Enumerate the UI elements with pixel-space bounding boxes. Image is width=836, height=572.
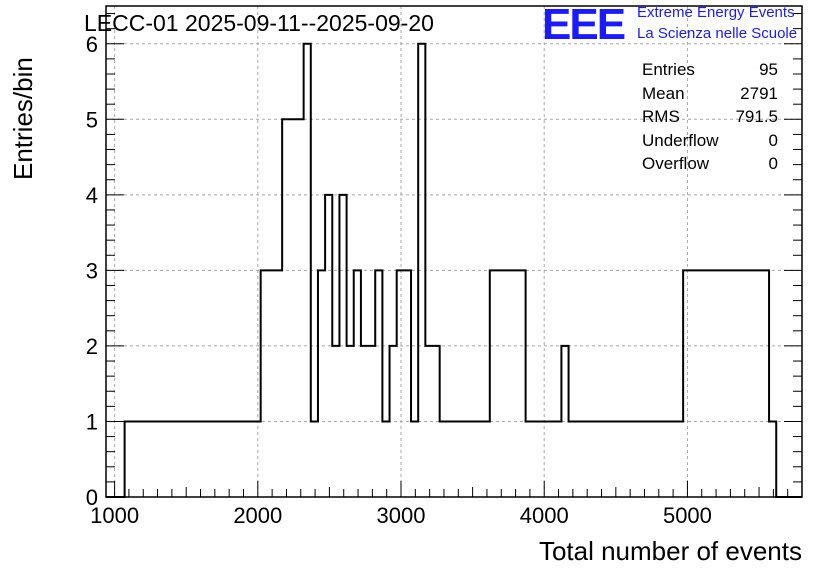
y-tick-label: 3 xyxy=(86,258,98,283)
histogram-bin xyxy=(683,270,690,497)
y-tick-label: 6 xyxy=(86,32,98,57)
x-tick-label: 3000 xyxy=(377,503,426,528)
histogram-bin xyxy=(354,270,361,497)
stats-box: Entries 95 Mean 2791 RMS 791.5 Underflow… xyxy=(642,60,778,178)
plot-frame xyxy=(105,5,803,498)
histogram-bin xyxy=(526,421,533,497)
histogram-bin xyxy=(311,421,318,497)
y-tick-label: 1 xyxy=(86,409,98,434)
x-tick-label: 2000 xyxy=(233,503,282,528)
histogram-bin xyxy=(540,421,547,497)
x-axis-label: Total number of events xyxy=(538,536,802,566)
histogram-bin xyxy=(296,119,303,497)
histogram-bin xyxy=(382,421,389,497)
stat-label: Mean xyxy=(642,83,685,103)
logo-line-2: La Scienza nelle Scuole xyxy=(637,25,798,42)
histogram-bin xyxy=(203,421,210,497)
histogram-bin xyxy=(769,421,776,497)
stat-value: 0 xyxy=(768,154,778,173)
stat-value: 791.5 xyxy=(735,107,778,126)
stat-row-overflow: Overflow 0 xyxy=(642,154,778,178)
y-tick-label: 4 xyxy=(86,183,98,208)
histogram-bin xyxy=(146,421,153,497)
x-tick-label: 4000 xyxy=(520,503,569,528)
stat-label: Overflow xyxy=(642,154,710,173)
stat-row-rms: RMS 791.5 xyxy=(642,107,778,131)
y-tick-label: 0 xyxy=(86,485,98,510)
y-tick-label: 5 xyxy=(86,107,98,132)
histogram-bin xyxy=(440,421,447,497)
histogram-bin xyxy=(225,421,232,497)
histogram-bin xyxy=(397,270,404,497)
histogram-bin xyxy=(490,270,497,497)
histogram-bin xyxy=(404,270,411,497)
histogram-bin xyxy=(125,421,132,497)
stat-label: Entries xyxy=(642,60,695,79)
histogram-bin xyxy=(318,270,325,497)
stat-row-mean: Mean 2791 xyxy=(642,84,778,108)
stat-row-underflow: Underflow 0 xyxy=(642,131,778,155)
histogram-bin xyxy=(375,270,382,497)
stat-value: 2791 xyxy=(740,83,778,103)
histogram-bin xyxy=(261,270,268,497)
histogram-bin xyxy=(475,421,482,497)
histogram-bin xyxy=(211,421,218,497)
histogram-bin xyxy=(282,119,289,497)
histogram-bin xyxy=(569,421,576,497)
chart-title: LECC-01 2025-09-11--2025-09-20 xyxy=(84,10,434,36)
y-tick-label: 2 xyxy=(86,334,98,359)
histogram-bin xyxy=(289,119,296,497)
stat-label: Underflow xyxy=(642,130,719,150)
stat-label: RMS xyxy=(642,107,680,126)
stat-row-entries: Entries 95 xyxy=(642,60,778,84)
eee-logo: EEE xyxy=(542,0,626,49)
logo-line-1: Extreme Energy Events xyxy=(637,4,795,21)
stat-value: 0 xyxy=(768,130,778,150)
x-tick-label: 5000 xyxy=(663,503,712,528)
histogram-bin xyxy=(533,421,540,497)
histogram-bin xyxy=(268,270,275,497)
x-tick-label: 1000 xyxy=(90,503,139,528)
histogram-bin xyxy=(612,421,619,497)
histogram-bin xyxy=(275,270,282,497)
y-axis-label: Entries/bin xyxy=(8,57,38,180)
histogram-outline xyxy=(106,42,802,498)
histogram-bin xyxy=(411,421,418,497)
stat-value: 95 xyxy=(759,60,778,79)
